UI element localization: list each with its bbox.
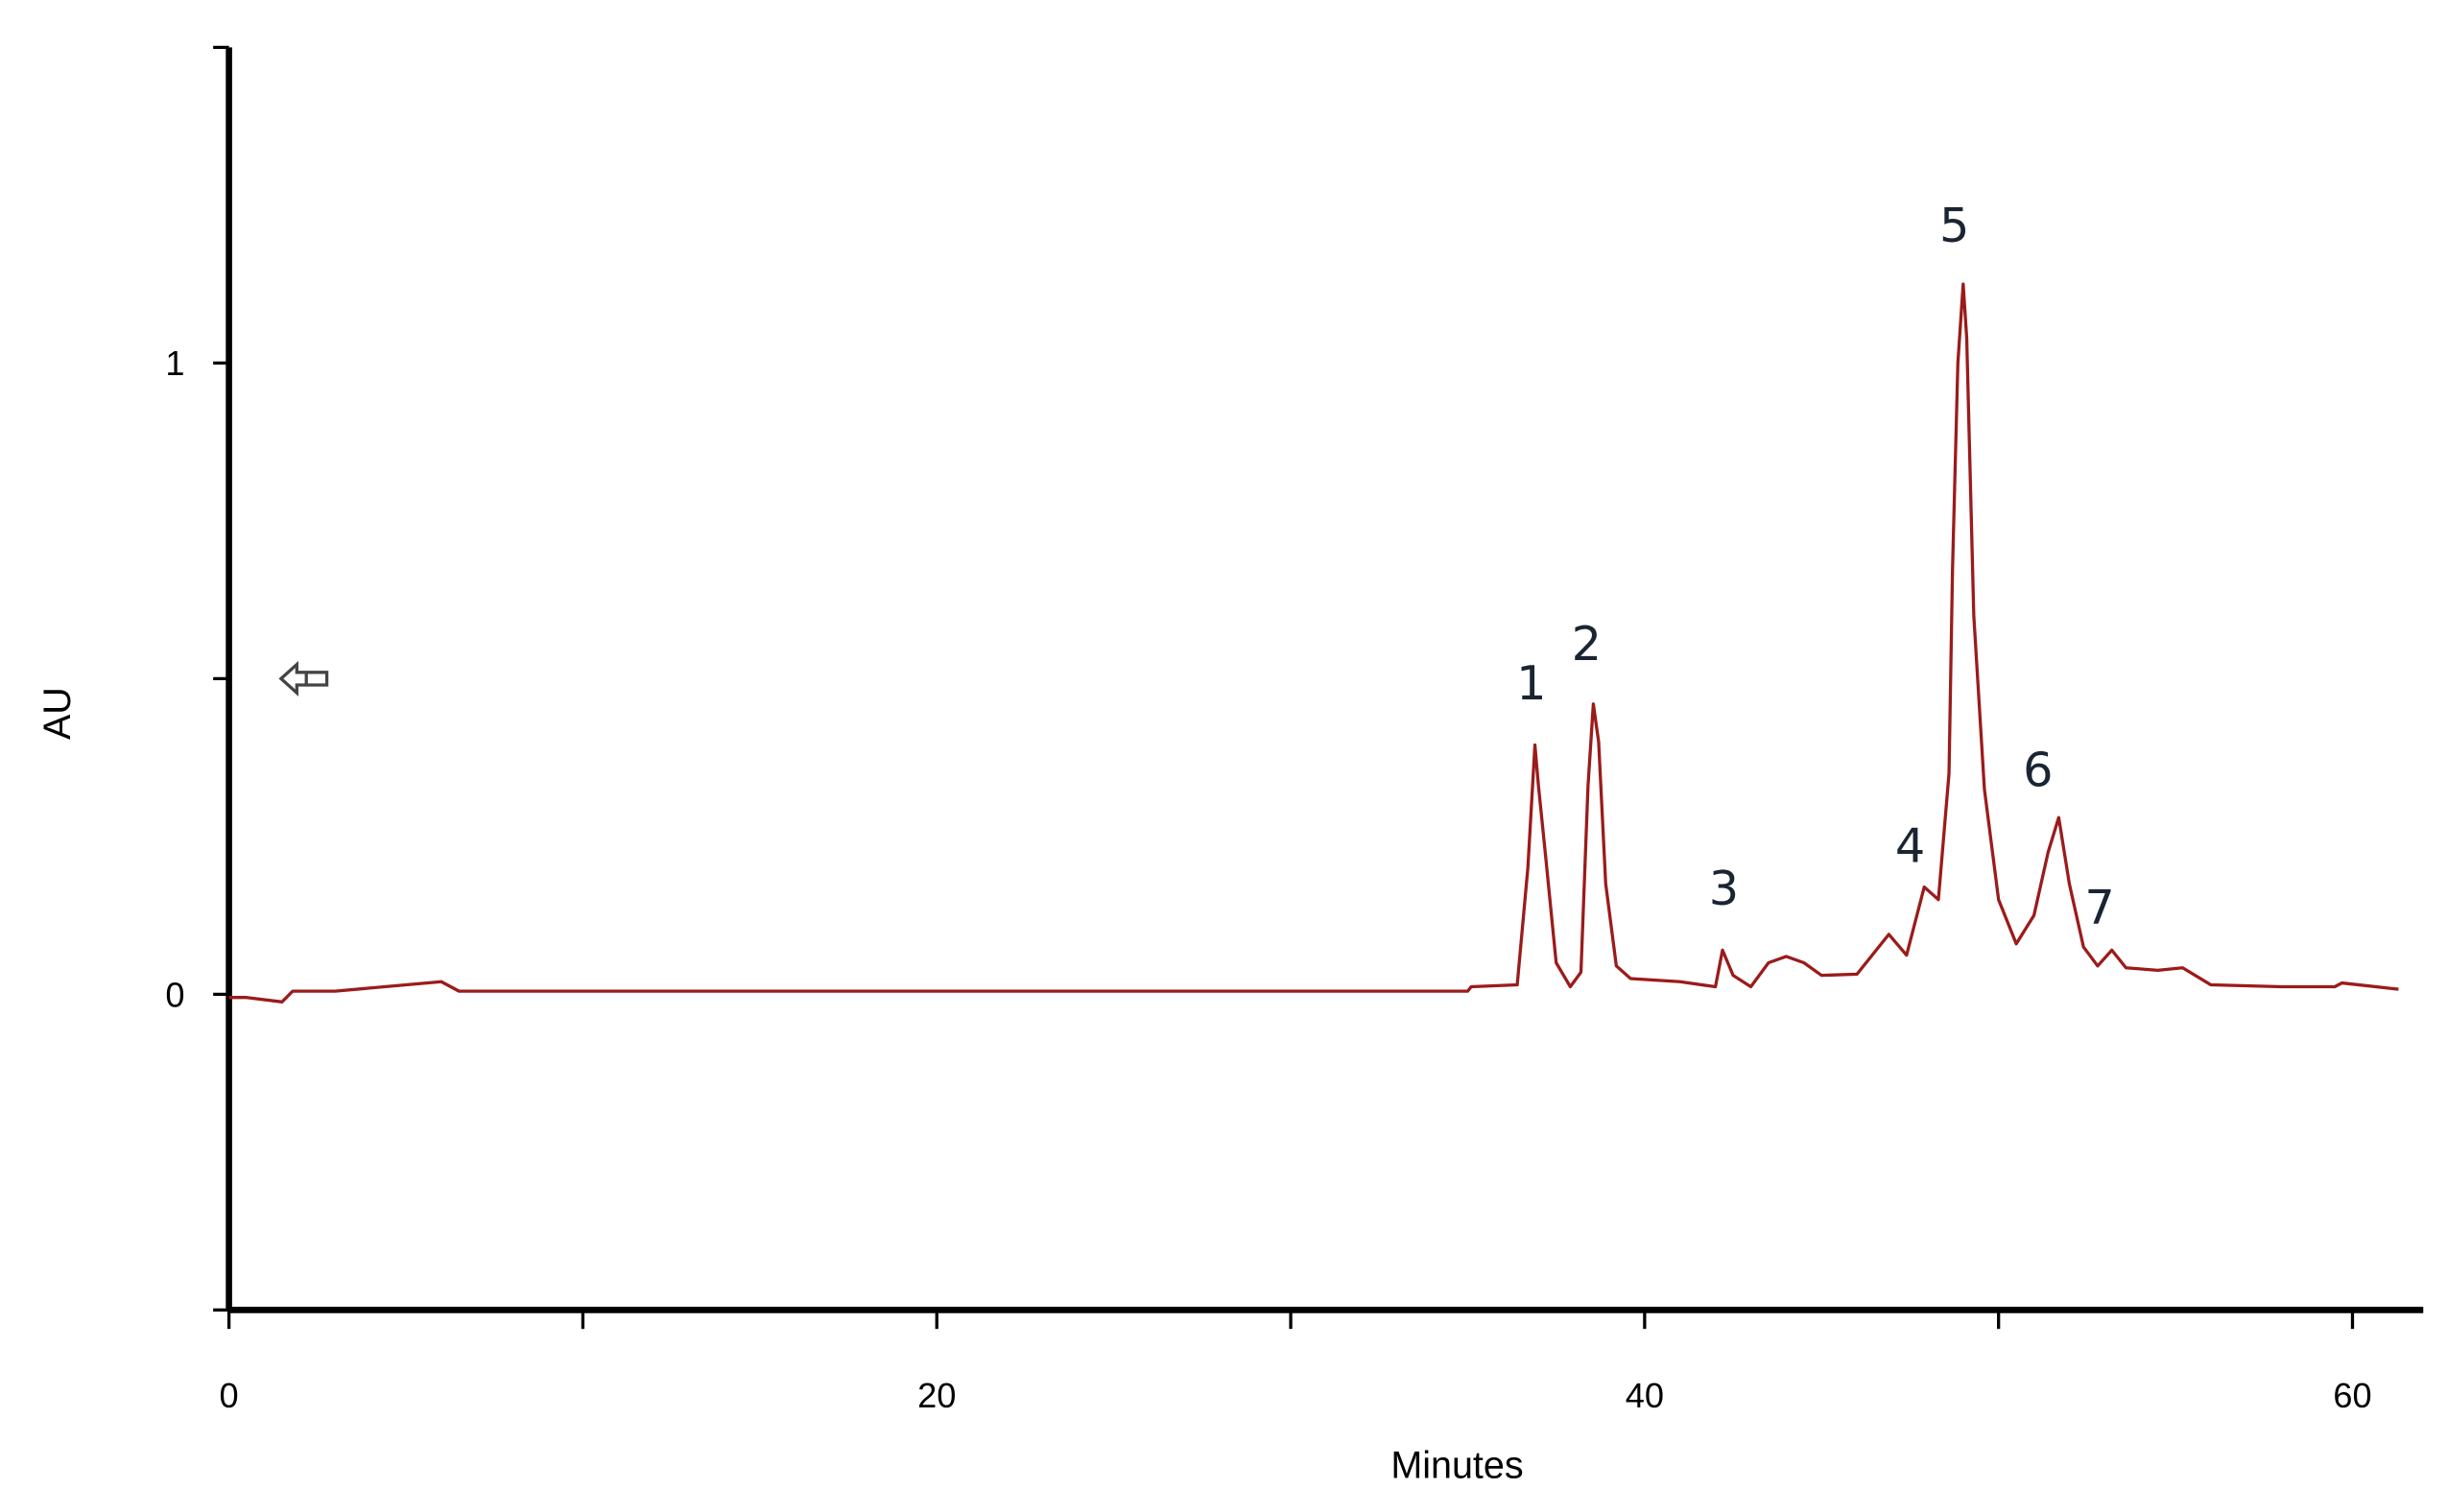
peak-label: 5 <box>1939 198 1969 253</box>
x-tick-label: 0 <box>220 1376 239 1415</box>
arrow-icon <box>278 660 329 697</box>
peak-label: 6 <box>2023 743 2053 798</box>
trace-line <box>228 282 2399 1004</box>
peak-label: 7 <box>2084 880 2114 935</box>
peak-label: 2 <box>1572 616 1602 672</box>
x-axis-label: Minutes <box>1390 1444 1523 1486</box>
y-tick-label: 1 <box>165 343 184 383</box>
peak-label: 4 <box>1895 818 1925 874</box>
y-tick-label: 0 <box>165 975 184 1014</box>
peak-label: 3 <box>1709 861 1739 916</box>
x-tick-label: 60 <box>2333 1376 2371 1415</box>
x-tick-label: 20 <box>917 1376 956 1415</box>
x-tick-label: 40 <box>1626 1376 1664 1415</box>
y-axis-label: AU <box>36 687 79 740</box>
peak-label: 1 <box>1516 655 1546 711</box>
